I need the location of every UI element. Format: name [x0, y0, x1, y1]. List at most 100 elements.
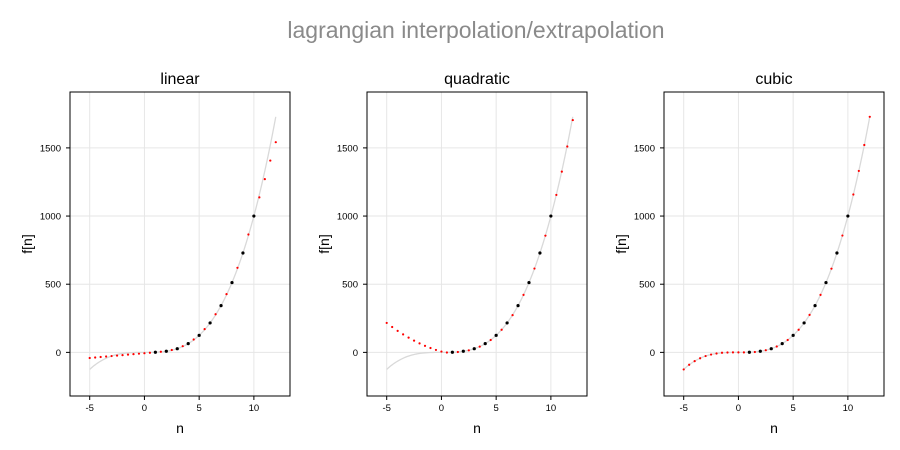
y-tick-label: 0: [353, 348, 358, 359]
known-point: [186, 342, 190, 346]
known-point: [516, 304, 520, 308]
x-axis-label: n: [770, 420, 778, 436]
estimated-point: [566, 145, 569, 148]
known-point: [835, 251, 839, 255]
estimated-point: [143, 352, 146, 355]
known-point: [208, 321, 212, 325]
estimated-point: [726, 351, 729, 354]
plot-frame: [663, 91, 885, 397]
y-tick-label: 1000: [337, 212, 358, 223]
estimated-point: [544, 234, 547, 237]
x-axis-label: n: [473, 420, 481, 436]
known-point: [802, 321, 806, 325]
known-point: [450, 350, 454, 354]
known-point: [747, 350, 751, 354]
x-tick-label: 5: [197, 403, 202, 414]
estimated-point: [478, 345, 481, 348]
true-curve-line: [683, 116, 871, 370]
y-axis-label: f[n]: [19, 234, 35, 253]
estimated-point: [170, 348, 173, 352]
estimated-point: [115, 354, 119, 357]
estimated-point: [555, 193, 558, 197]
known-point: [461, 349, 465, 353]
estimated-point: [440, 350, 443, 353]
known-point: [230, 280, 234, 285]
known-point: [241, 251, 245, 255]
known-point: [252, 214, 256, 218]
estimated-points: [682, 115, 871, 371]
estimated-points: [385, 118, 574, 354]
estimated-points: [88, 141, 277, 360]
y-tick-label: 0: [56, 348, 61, 359]
estimated-point: [407, 336, 410, 339]
known-point: [483, 342, 487, 346]
estimated-point: [126, 353, 130, 356]
grid: [664, 92, 884, 396]
panel-quadratic: quadratic n f[n] -5 0 5 10 0 500 1000 1500: [316, 71, 588, 436]
estimated-point: [247, 233, 250, 236]
estimated-point: [863, 143, 866, 147]
x-tick-label: 10: [546, 403, 557, 414]
y-tick-label: 1500: [337, 143, 358, 154]
x-tick-label: 10: [843, 403, 854, 414]
x-tick-label: 5: [494, 403, 499, 414]
x-tick-label: 0: [439, 403, 444, 414]
panel-title: quadratic: [444, 71, 510, 88]
known-point: [780, 342, 784, 346]
estimated-point: [110, 354, 113, 358]
estimated-point: [214, 313, 217, 316]
estimated-point: [852, 193, 855, 196]
estimated-point: [225, 292, 228, 296]
ticks: -5 0 5 10 0 500 1000 1500: [337, 143, 556, 414]
estimated-point: [830, 267, 833, 270]
estimated-point: [797, 328, 800, 331]
estimated-point: [753, 350, 756, 354]
x-tick-label: -5: [382, 403, 390, 414]
estimated-point: [560, 170, 563, 173]
estimated-point: [571, 118, 574, 122]
grid: [367, 92, 587, 396]
estimated-point: [423, 344, 427, 347]
estimated-point: [121, 354, 124, 357]
true-curve-line: [89, 116, 277, 370]
known-point: [824, 280, 828, 285]
y-tick-label: 1000: [40, 212, 61, 223]
estimated-point: [105, 355, 108, 358]
estimated-point: [269, 159, 272, 162]
y-tick-label: 1000: [634, 212, 655, 223]
estimated-point: [467, 349, 470, 352]
x-tick-label: -5: [679, 403, 687, 414]
known-point: [813, 304, 817, 308]
known-point: [846, 214, 850, 218]
estimated-point: [159, 350, 162, 353]
x-axis-label: n: [176, 420, 184, 436]
panel-cubic: cubic n f[n] -5 0 5 10 0 500 1000 1500: [613, 71, 885, 436]
x-tick-label: 0: [736, 403, 741, 414]
estimated-point: [137, 352, 141, 355]
y-tick-label: 1500: [40, 143, 61, 154]
estimated-point: [682, 368, 685, 371]
ticks: -5 0 5 10 0 500 1000 1500: [40, 143, 259, 414]
known-points: [450, 214, 553, 354]
panel-title: linear: [160, 71, 200, 88]
y-axis-label: f[n]: [316, 234, 332, 253]
known-point: [197, 333, 201, 337]
x-tick-label: -5: [85, 403, 93, 414]
estimated-point: [522, 293, 525, 296]
true-curve-line: [386, 116, 574, 370]
estimated-point: [402, 333, 405, 336]
estimated-point: [88, 356, 91, 360]
estimated-point: [258, 196, 261, 199]
estimated-point: [456, 350, 459, 354]
y-tick-label: 0: [650, 348, 655, 359]
panel-linear: linear n f[n] -5 0 5 10 0 500 1000 1500: [19, 71, 291, 436]
estimated-point: [412, 339, 416, 342]
known-points: [153, 214, 256, 354]
panel-title: cubic: [755, 71, 792, 88]
estimated-point: [742, 351, 746, 354]
estimated-point: [418, 342, 421, 345]
estimated-point: [775, 345, 778, 348]
known-point: [219, 304, 223, 308]
estimated-point: [181, 345, 184, 348]
known-point: [494, 333, 498, 337]
